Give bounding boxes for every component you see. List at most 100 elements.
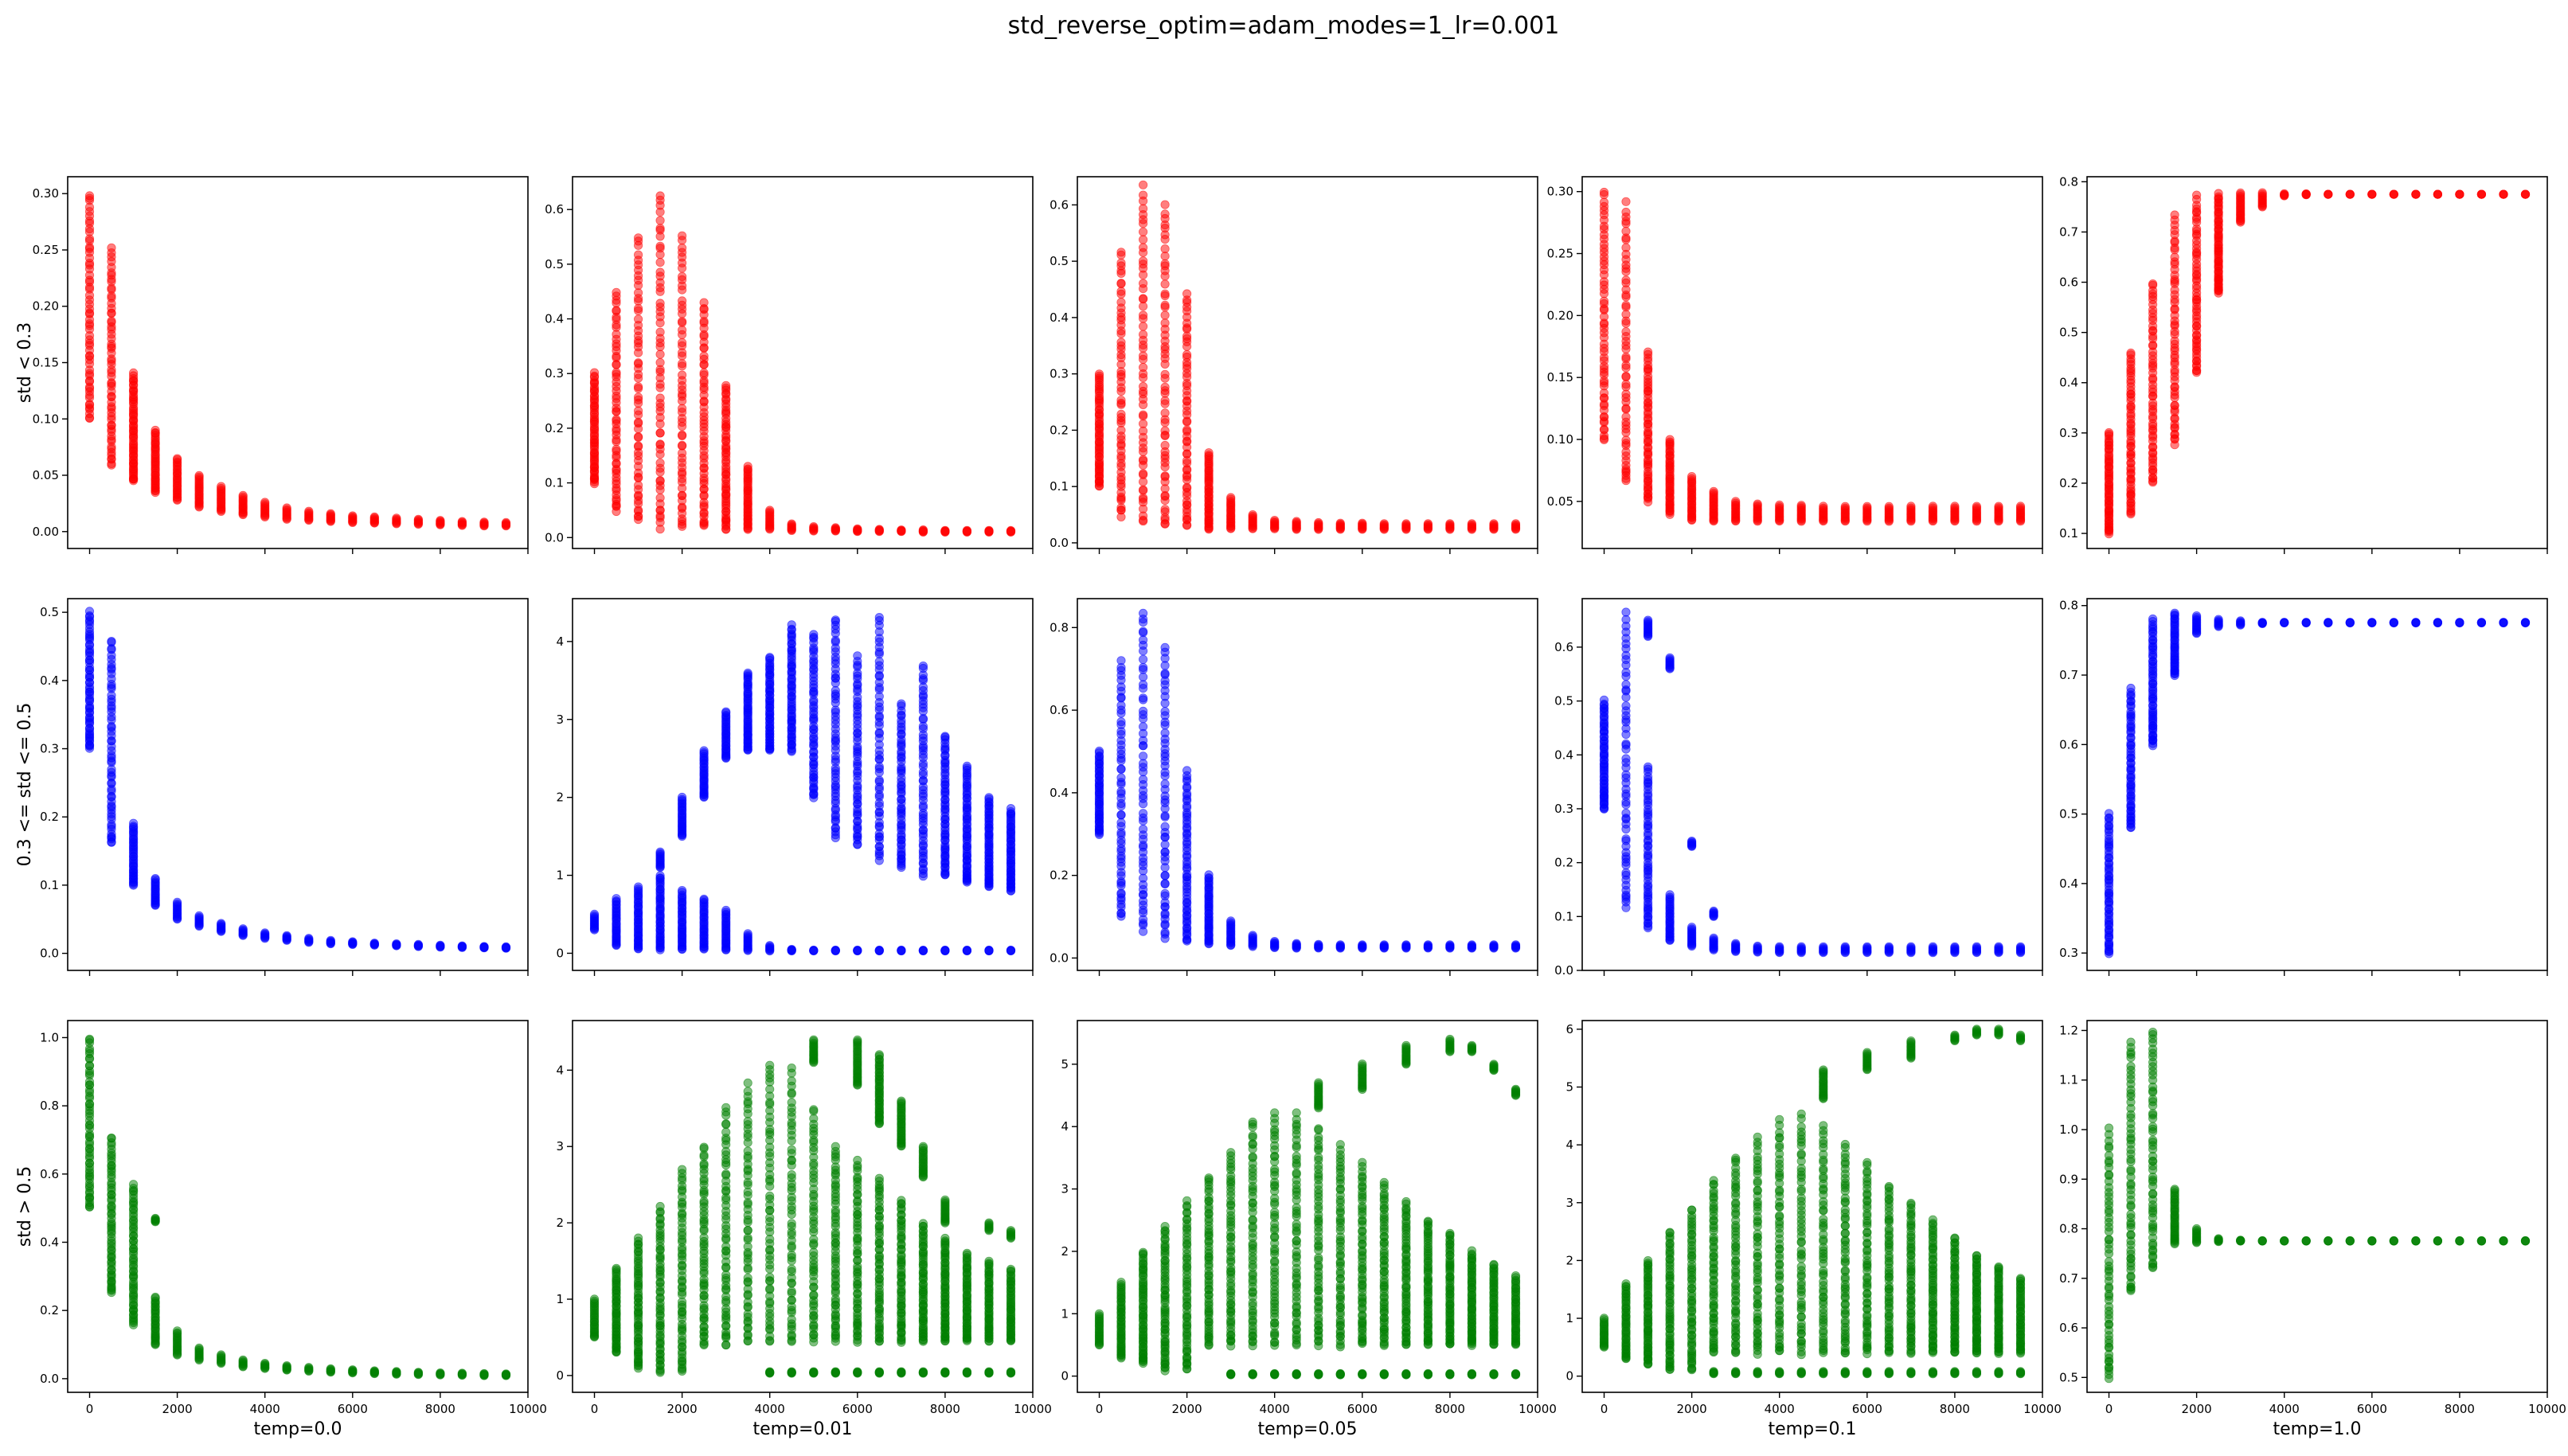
y-tick-label: 0.1: [545, 476, 564, 490]
scatter-point: [655, 428, 665, 438]
scatter-point: [1182, 349, 1192, 360]
scatter-point: [1139, 362, 1148, 373]
scatter-point: [918, 525, 928, 535]
scatter-point: [699, 351, 709, 361]
y-tick-label: 0.4: [2059, 376, 2078, 390]
scatter-point: [1226, 493, 1236, 502]
scatter-point: [1621, 680, 1631, 689]
scatter-point: [1116, 773, 1126, 783]
scatter-point: [348, 511, 358, 521]
scatter-point: [655, 440, 665, 450]
subplot-r1-c2: 0.00.20.40.60.8: [1049, 598, 1538, 976]
scatter-point: [2433, 189, 2442, 199]
scatter-point: [633, 382, 643, 392]
scatter-point: [282, 503, 291, 513]
scatter-point: [150, 874, 160, 884]
y-tick-label: 0.2: [1049, 423, 1069, 437]
scatter-point: [1621, 207, 1631, 217]
scatter-point: [940, 732, 950, 741]
scatter-point: [1950, 942, 1960, 951]
scatter-point: [173, 454, 182, 463]
scatter-point: [129, 368, 139, 377]
y-tick-label: 0.2: [1554, 856, 1573, 870]
scatter-point: [1139, 751, 1148, 761]
scatter-point: [897, 699, 906, 708]
scatter-point: [1116, 764, 1126, 774]
scatter-point: [501, 517, 511, 528]
scatter-point: [699, 746, 709, 755]
scatter-point: [1160, 369, 1170, 379]
scatter-point: [1401, 519, 1411, 529]
scatter-point: [721, 381, 731, 390]
scatter-point: [2170, 608, 2179, 618]
scatter-point: [304, 506, 314, 516]
scatter-point: [1204, 870, 1214, 880]
scatter-point: [721, 905, 731, 915]
subplot-r0-c3: 0.050.100.150.200.250.30: [1547, 176, 2043, 554]
scatter-point: [84, 607, 95, 616]
scatter-point: [633, 314, 643, 324]
scatter-point: [1314, 939, 1323, 949]
y-tick-label: 2: [556, 790, 564, 805]
y-tick-label: 0.4: [40, 673, 59, 688]
scatter-point: [874, 525, 884, 534]
scatter-point: [457, 517, 467, 526]
scatter-point: [1160, 279, 1170, 289]
scatter-point: [765, 941, 775, 950]
scatter-point: [655, 267, 665, 277]
scatter-point: [1621, 607, 1631, 617]
scatter-point: [1621, 868, 1631, 878]
y-tick-label: 0.6: [2059, 275, 2078, 290]
scatter-point: [787, 519, 796, 529]
scatter-point: [107, 636, 116, 646]
scatter-point: [1665, 890, 1675, 900]
scatter-point: [1139, 759, 1148, 768]
scatter-point: [369, 939, 379, 948]
scatter-point: [1862, 502, 1872, 511]
scatter-point: [2192, 190, 2202, 200]
scatter-point: [677, 792, 687, 802]
scatter-point: [1160, 396, 1170, 405]
scatter-point: [1599, 197, 1609, 207]
y-tick-label: 0.2: [40, 810, 59, 824]
scatter-point: [1139, 256, 1148, 266]
scatter-point: [260, 928, 270, 938]
scatter-point: [1116, 656, 1126, 666]
scatter-point: [589, 909, 600, 919]
scatter-point: [677, 370, 687, 380]
scatter-point: [392, 939, 401, 949]
scatter-points: [1599, 607, 2026, 958]
scatter-point: [2214, 189, 2223, 198]
y-tick-label: 0.05: [1547, 494, 1573, 509]
scatter-point: [940, 525, 950, 535]
scatter-point: [1116, 396, 1126, 405]
scatter-point: [655, 475, 665, 486]
scatter-point: [1621, 327, 1631, 337]
scatter-point: [1160, 408, 1170, 418]
scatter-point: [1731, 939, 1741, 948]
scatter-point: [1599, 695, 1609, 705]
scatter-point: [217, 919, 226, 928]
scatter-point: [1139, 381, 1148, 392]
scatter-point: [633, 431, 643, 442]
scatter-point: [655, 393, 665, 403]
scatter-points: [1094, 180, 1521, 534]
scatter-point: [1379, 519, 1389, 529]
scatter-point: [1160, 779, 1170, 789]
scatter-point: [612, 894, 621, 904]
scatter-point: [1862, 942, 1872, 951]
scatter-point: [1116, 248, 1126, 257]
scatter-point: [699, 894, 709, 904]
scatter-point: [677, 231, 687, 240]
y-tick-label: 0.0: [1049, 536, 1069, 550]
scatter-point: [655, 847, 665, 857]
y-tick-label: 0.3: [545, 366, 564, 381]
scatter-point: [2104, 427, 2114, 438]
y-tick-label: 0: [556, 946, 564, 960]
scatter-points: [2104, 608, 2531, 958]
scatter-point: [1139, 243, 1148, 252]
scatter-point: [1489, 519, 1499, 529]
scatter-point: [1621, 380, 1631, 389]
scatter-point: [2324, 189, 2333, 199]
scatter-point: [194, 911, 204, 921]
